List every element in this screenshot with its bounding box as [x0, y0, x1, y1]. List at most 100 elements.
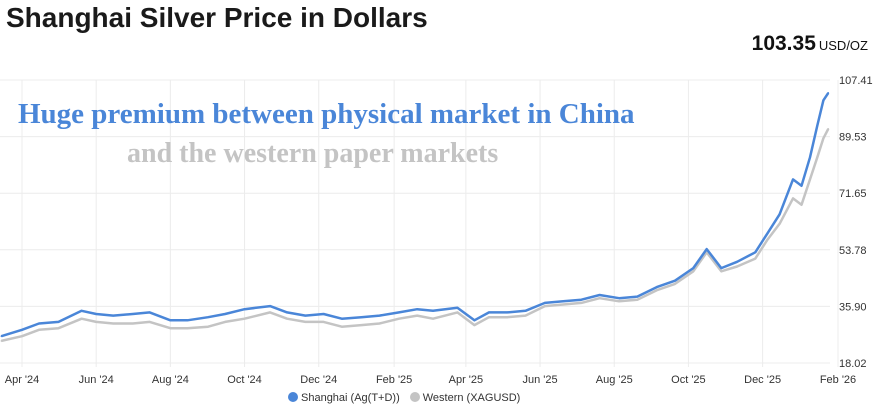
data-point: [800, 184, 803, 187]
data-point: [322, 313, 325, 315]
data-point: [398, 311, 400, 314]
data-point: [822, 137, 825, 140]
data-point: [544, 302, 546, 304]
y-tick-label: 107.41: [839, 75, 873, 87]
page-title: Shanghai Silver Price in Dollars: [6, 2, 428, 33]
annotation-premium: Huge premium between physical market in …: [18, 98, 635, 130]
data-point: [800, 203, 803, 206]
data-point: [778, 222, 781, 225]
data-point: [432, 317, 434, 320]
x-tick-label: Jun '25: [522, 374, 557, 386]
data-point: [131, 313, 134, 315]
y-tick-label: 53.78: [839, 245, 867, 257]
legend-label: Shanghai (Ag(T+D)): [301, 392, 400, 404]
y-tick-label: 18.02: [839, 358, 867, 370]
x-tick-label: Apr '24: [5, 374, 40, 386]
data-point: [562, 303, 564, 306]
data-point: [473, 319, 476, 322]
x-tick-label: Aug '25: [596, 374, 633, 386]
data-point: [827, 127, 830, 130]
y-tick-label: 35.90: [839, 301, 867, 313]
data-point: [674, 279, 676, 282]
data-point: [38, 322, 40, 325]
data-point: [636, 298, 639, 301]
data-point: [598, 297, 601, 299]
data-point: [816, 124, 819, 127]
data-point: [598, 294, 601, 296]
x-tick-label: Dec '24: [300, 374, 337, 386]
data-point: [580, 302, 583, 304]
data-point: [57, 327, 60, 330]
series-line-western: [1, 128, 830, 343]
data-point: [488, 311, 490, 314]
data-point: [720, 270, 723, 273]
data-point: [148, 311, 151, 314]
current-price: 103.35 USD/OZ: [752, 32, 868, 56]
y-tick-label: 89.53: [839, 132, 867, 144]
data-point: [692, 270, 695, 273]
data-point: [809, 156, 811, 159]
data-point: [809, 178, 811, 181]
data-point: [21, 329, 23, 331]
x-tick-label: Oct '25: [671, 374, 706, 386]
data-point: [618, 297, 620, 299]
data-point: [432, 310, 434, 312]
data-point: [766, 232, 769, 235]
data-point: [827, 92, 830, 94]
data-point: [169, 327, 172, 330]
data-point: [378, 322, 381, 325]
data-point: [38, 329, 40, 331]
data-point: [207, 325, 209, 328]
y-tick-label: 71.65: [839, 188, 867, 200]
data-point: [636, 295, 639, 298]
data-point: [95, 313, 97, 315]
data-point: [224, 313, 226, 315]
data-point: [562, 300, 564, 303]
data-point: [754, 257, 757, 260]
data-point: [269, 305, 271, 307]
legend-dot-icon: [409, 392, 420, 402]
x-tick-label: Jun '24: [79, 374, 114, 386]
data-point: [456, 311, 459, 314]
data-point: [243, 308, 246, 311]
data-point: [544, 305, 546, 307]
data-point: [0, 340, 3, 342]
x-tick-label: Feb '25: [376, 374, 412, 386]
legend-item-shanghai[interactable]: Shanghai (Ag(T+D)): [288, 392, 400, 404]
data-point: [378, 314, 381, 317]
data-point: [792, 178, 794, 181]
series-line-shanghai: [0, 92, 830, 338]
data-point: [766, 238, 769, 241]
data-point: [0, 335, 3, 337]
data-point: [269, 311, 271, 314]
data-point: [822, 99, 825, 102]
x-tick-label: Oct '24: [227, 374, 262, 386]
data-point: [148, 321, 151, 323]
price-value: 103.35: [751, 32, 816, 55]
data-point: [754, 251, 757, 254]
data-point: [112, 322, 115, 325]
data-point: [360, 316, 363, 318]
data-point: [186, 327, 189, 330]
x-tick-label: Dec '25: [744, 374, 781, 386]
data-point: [720, 267, 723, 269]
x-tick-label: Apr '25: [449, 374, 484, 386]
price-unit: USD/OZ: [818, 38, 868, 53]
data-point: [816, 156, 819, 159]
data-point: [456, 306, 459, 309]
data-point: [57, 321, 60, 323]
data-point: [656, 286, 658, 288]
x-tick-label: Feb '26: [820, 374, 856, 386]
legend-item-western[interactable]: Western (XAGUSD): [409, 392, 520, 404]
data-point: [341, 325, 343, 328]
data-point: [506, 311, 509, 314]
data-point: [224, 321, 226, 323]
data-point: [705, 248, 708, 250]
data-point: [473, 324, 476, 326]
legend-dot-icon: [288, 392, 298, 402]
data-point: [674, 283, 676, 285]
data-point: [169, 319, 172, 322]
data-point: [360, 324, 363, 326]
x-tick-label: Aug '24: [152, 374, 189, 386]
